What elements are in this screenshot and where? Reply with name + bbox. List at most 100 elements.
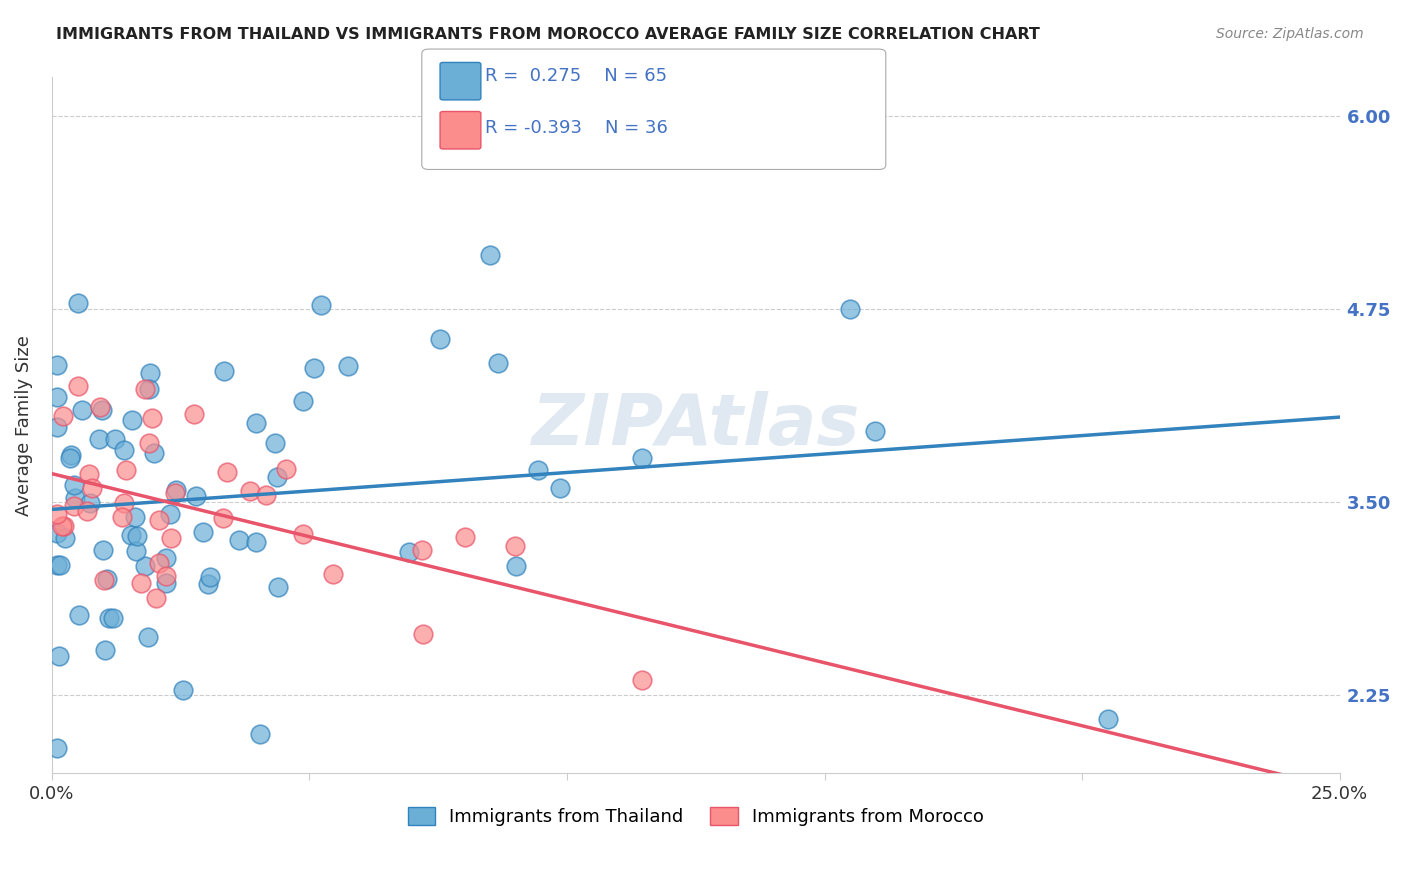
Immigrants from Thailand bbox=[134, 558, 156, 573]
Immigrants from Thailand bbox=[125, 544, 148, 558]
Immigrants from Thailand bbox=[184, 489, 207, 503]
Immigrants from Thailand bbox=[48, 648, 70, 663]
Legend: Immigrants from Thailand, Immigrants from Morocco: Immigrants from Thailand, Immigrants fro… bbox=[401, 799, 991, 833]
Immigrants from Thailand bbox=[138, 382, 160, 396]
Y-axis label: Average Family Size: Average Family Size bbox=[15, 334, 32, 516]
Immigrants from Thailand bbox=[478, 248, 501, 262]
Immigrants from Thailand bbox=[292, 394, 315, 409]
Immigrants from Thailand bbox=[79, 496, 101, 510]
Immigrants from Thailand bbox=[46, 420, 69, 434]
Immigrants from Thailand bbox=[112, 442, 135, 457]
Text: R = -0.393    N = 36: R = -0.393 N = 36 bbox=[485, 119, 668, 136]
Immigrants from Morocco bbox=[93, 573, 115, 587]
Immigrants from Thailand bbox=[87, 432, 110, 446]
Immigrants from Thailand bbox=[63, 491, 86, 506]
Immigrants from Thailand bbox=[98, 611, 121, 625]
Immigrants from Thailand bbox=[191, 524, 214, 539]
Immigrants from Morocco bbox=[412, 626, 434, 640]
Immigrants from Morocco bbox=[239, 483, 262, 498]
Immigrants from Morocco bbox=[134, 383, 156, 397]
Immigrants from Thailand bbox=[527, 463, 550, 477]
Immigrants from Thailand bbox=[63, 478, 86, 492]
Immigrants from Thailand bbox=[104, 432, 127, 446]
Immigrants from Thailand bbox=[155, 576, 177, 591]
Immigrants from Thailand bbox=[165, 483, 187, 498]
Immigrants from Thailand bbox=[121, 413, 143, 427]
Immigrants from Thailand bbox=[139, 366, 162, 380]
Immigrants from Thailand bbox=[1097, 712, 1119, 726]
Immigrants from Thailand bbox=[67, 607, 90, 622]
Immigrants from Morocco bbox=[51, 519, 73, 533]
Immigrants from Morocco bbox=[138, 435, 160, 450]
Immigrants from Thailand bbox=[266, 580, 288, 594]
Immigrants from Morocco bbox=[52, 409, 75, 423]
Immigrants from Thailand bbox=[249, 727, 271, 741]
Text: ZIPAtlas: ZIPAtlas bbox=[531, 391, 860, 459]
Immigrants from Thailand bbox=[172, 683, 194, 698]
Immigrants from Morocco bbox=[53, 518, 76, 533]
Immigrants from Thailand bbox=[398, 545, 420, 559]
Immigrants from Thailand bbox=[429, 332, 451, 346]
Immigrants from Thailand bbox=[136, 630, 159, 644]
Immigrants from Thailand bbox=[486, 356, 509, 370]
Immigrants from Thailand bbox=[125, 529, 148, 543]
Immigrants from Morocco bbox=[77, 467, 100, 481]
Immigrants from Morocco bbox=[63, 499, 86, 513]
Immigrants from Morocco bbox=[274, 462, 297, 476]
Immigrants from Thailand bbox=[45, 390, 67, 404]
Immigrants from Thailand bbox=[59, 451, 82, 466]
Immigrants from Thailand bbox=[90, 403, 112, 417]
Immigrants from Morocco bbox=[630, 673, 652, 687]
Immigrants from Thailand bbox=[505, 559, 527, 574]
Immigrants from Thailand bbox=[302, 360, 325, 375]
Immigrants from Thailand bbox=[45, 358, 67, 372]
Immigrants from Thailand bbox=[93, 642, 115, 657]
Immigrants from Morocco bbox=[163, 486, 186, 500]
Immigrants from Thailand bbox=[266, 470, 288, 484]
Immigrants from Morocco bbox=[111, 509, 134, 524]
Immigrants from Thailand bbox=[120, 528, 142, 542]
Immigrants from Thailand bbox=[839, 302, 862, 317]
Immigrants from Thailand bbox=[45, 526, 67, 541]
Immigrants from Morocco bbox=[129, 575, 152, 590]
Immigrants from Thailand bbox=[264, 436, 287, 450]
Immigrants from Thailand bbox=[245, 417, 267, 431]
Immigrants from Thailand bbox=[155, 551, 177, 566]
Immigrants from Morocco bbox=[115, 463, 138, 477]
Immigrants from Thailand bbox=[53, 531, 76, 545]
Immigrants from Morocco bbox=[411, 543, 433, 558]
Immigrants from Morocco bbox=[89, 400, 111, 414]
Text: Source: ZipAtlas.com: Source: ZipAtlas.com bbox=[1216, 27, 1364, 41]
Immigrants from Thailand bbox=[631, 450, 654, 465]
Immigrants from Thailand bbox=[212, 364, 235, 378]
Immigrants from Morocco bbox=[148, 557, 170, 571]
Immigrants from Thailand bbox=[66, 296, 89, 310]
Immigrants from Morocco bbox=[254, 488, 277, 502]
Immigrants from Thailand bbox=[336, 359, 359, 373]
Immigrants from Thailand bbox=[197, 576, 219, 591]
Immigrants from Morocco bbox=[292, 527, 315, 541]
Immigrants from Morocco bbox=[112, 496, 135, 510]
Immigrants from Morocco bbox=[141, 410, 163, 425]
Immigrants from Morocco bbox=[155, 569, 177, 583]
Immigrants from Morocco bbox=[454, 530, 477, 544]
Immigrants from Thailand bbox=[200, 570, 222, 584]
Immigrants from Morocco bbox=[503, 539, 526, 553]
Immigrants from Morocco bbox=[322, 567, 344, 582]
Immigrants from Morocco bbox=[183, 407, 205, 421]
Immigrants from Morocco bbox=[211, 511, 233, 525]
Immigrants from Thailand bbox=[159, 508, 181, 522]
Immigrants from Thailand bbox=[96, 572, 118, 586]
Text: R =  0.275    N = 65: R = 0.275 N = 65 bbox=[485, 67, 668, 85]
Immigrants from Morocco bbox=[66, 379, 89, 393]
Immigrants from Morocco bbox=[82, 481, 104, 495]
Immigrants from Morocco bbox=[76, 504, 98, 518]
Immigrants from Morocco bbox=[145, 591, 167, 605]
Immigrants from Thailand bbox=[245, 534, 267, 549]
Immigrants from Thailand bbox=[863, 425, 886, 439]
Immigrants from Morocco bbox=[148, 513, 170, 527]
Immigrants from Thailand bbox=[101, 610, 124, 624]
Immigrants from Thailand bbox=[93, 543, 115, 558]
Immigrants from Thailand bbox=[309, 298, 332, 312]
Immigrants from Thailand bbox=[143, 446, 166, 460]
